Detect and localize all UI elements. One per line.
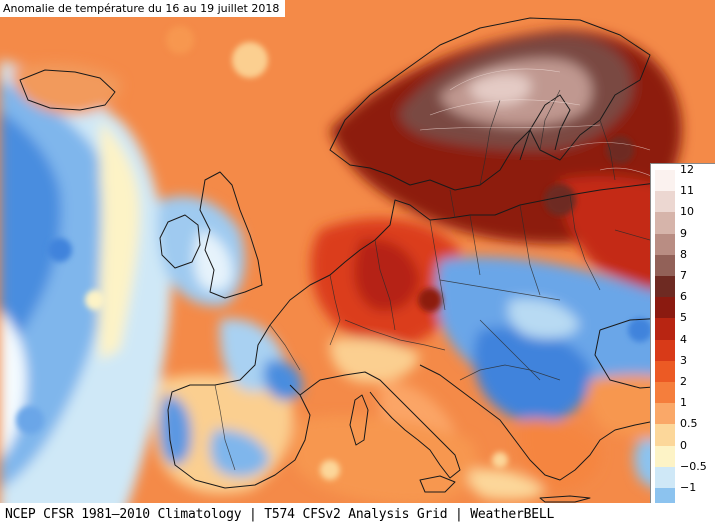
legend-label: 4 xyxy=(680,332,687,346)
coast-ireland xyxy=(159,214,201,269)
legend-swatch xyxy=(655,339,675,362)
contour xyxy=(419,124,601,131)
anomaly-spot xyxy=(232,42,268,78)
anomaly-british-isles-pale xyxy=(194,230,233,292)
border xyxy=(374,239,396,331)
anomaly-germany-very-hot xyxy=(354,239,420,312)
legend-label: 8 xyxy=(680,247,687,261)
coast-scandinavia xyxy=(329,17,651,191)
border xyxy=(569,194,601,291)
map-title: Anomalie de température du 16 au 19 juil… xyxy=(0,0,286,17)
border xyxy=(214,384,236,471)
anomaly-spot xyxy=(544,184,576,216)
legend-label: 0.5 xyxy=(680,417,698,431)
anomaly-portugal-cold xyxy=(159,395,192,465)
legend-swatch xyxy=(655,445,675,468)
legend-swatch xyxy=(655,424,675,447)
anomaly-alps-pale xyxy=(329,338,420,383)
border xyxy=(459,364,561,381)
legend-label: 7 xyxy=(680,269,687,282)
border xyxy=(519,204,541,296)
legend-swatch xyxy=(655,276,675,298)
anomaly-med-pale xyxy=(468,468,545,500)
anomaly-spot xyxy=(418,288,442,312)
anomaly-balkans-cold xyxy=(473,326,591,425)
coast-balkans xyxy=(419,364,715,481)
coast-great-britain xyxy=(199,171,263,299)
border xyxy=(469,214,481,276)
anomaly-spot xyxy=(320,460,340,480)
border xyxy=(269,324,301,371)
legend-swatch xyxy=(655,466,675,489)
border xyxy=(344,319,446,351)
legend-swatch xyxy=(655,403,675,425)
legend-label: 6 xyxy=(680,290,687,304)
contour xyxy=(449,68,561,91)
anomaly-spot xyxy=(166,26,194,54)
anomaly-spot xyxy=(628,318,652,342)
anomaly-detail xyxy=(16,26,652,480)
border xyxy=(479,99,501,186)
anomaly-norway-peak xyxy=(469,73,531,105)
coast-crete xyxy=(539,495,591,503)
border xyxy=(429,219,446,311)
legend-label: 9 xyxy=(680,226,687,240)
map-footer: NCEP CFSR 1981–2010 Climatology | T574 C… xyxy=(0,503,715,526)
legend-swatch xyxy=(655,254,675,277)
contour xyxy=(429,99,581,116)
anomaly-iberia-south-cold xyxy=(210,429,270,477)
legend-label: −1 xyxy=(680,481,697,494)
anomaly-spot xyxy=(85,290,105,310)
anomaly-spot xyxy=(492,452,508,468)
coast-italy xyxy=(299,371,461,479)
anomaly-atlantic-very-cold xyxy=(0,110,62,360)
border xyxy=(539,89,561,151)
anomaly-field xyxy=(0,30,715,526)
legend-swatch xyxy=(655,170,675,192)
legend-swatch xyxy=(655,318,675,341)
legend-label: 2 xyxy=(680,375,687,388)
legend-label: 5 xyxy=(680,311,687,325)
anomaly-med-warm xyxy=(292,416,478,505)
legend-label: 1 xyxy=(680,396,687,410)
coast-sicily xyxy=(419,475,456,493)
coast-iberia xyxy=(167,324,311,489)
legend-label: −0.5 xyxy=(680,459,707,473)
anomaly-carpathian-pale xyxy=(508,298,580,339)
anomaly-spot xyxy=(48,238,72,262)
legend-swatch xyxy=(655,382,675,404)
legend-label: 10 xyxy=(680,205,694,219)
legend-swatch xyxy=(655,297,675,319)
coast-corsica xyxy=(349,394,369,446)
anomaly-atlantic-neutral xyxy=(98,120,140,360)
border xyxy=(599,119,616,181)
legend-label: 11 xyxy=(680,184,694,198)
legend-label: 0 xyxy=(680,438,687,452)
anomaly-france-cold-spot xyxy=(263,359,303,401)
legend-label: 12 xyxy=(680,163,694,176)
legend-swatch xyxy=(655,191,675,213)
coast-iceland xyxy=(19,69,116,111)
contour xyxy=(559,142,651,151)
anomaly-spot xyxy=(16,406,44,434)
border xyxy=(329,274,341,346)
legend-label: 3 xyxy=(680,353,687,367)
coast-bothnia xyxy=(519,94,571,161)
legend-swatch xyxy=(655,233,675,256)
border xyxy=(449,189,456,219)
border xyxy=(439,279,561,301)
legend-swatch xyxy=(655,360,675,383)
anomaly-greece-warm xyxy=(519,418,601,490)
legend-swatch xyxy=(655,212,675,235)
contour-lines xyxy=(419,68,661,181)
